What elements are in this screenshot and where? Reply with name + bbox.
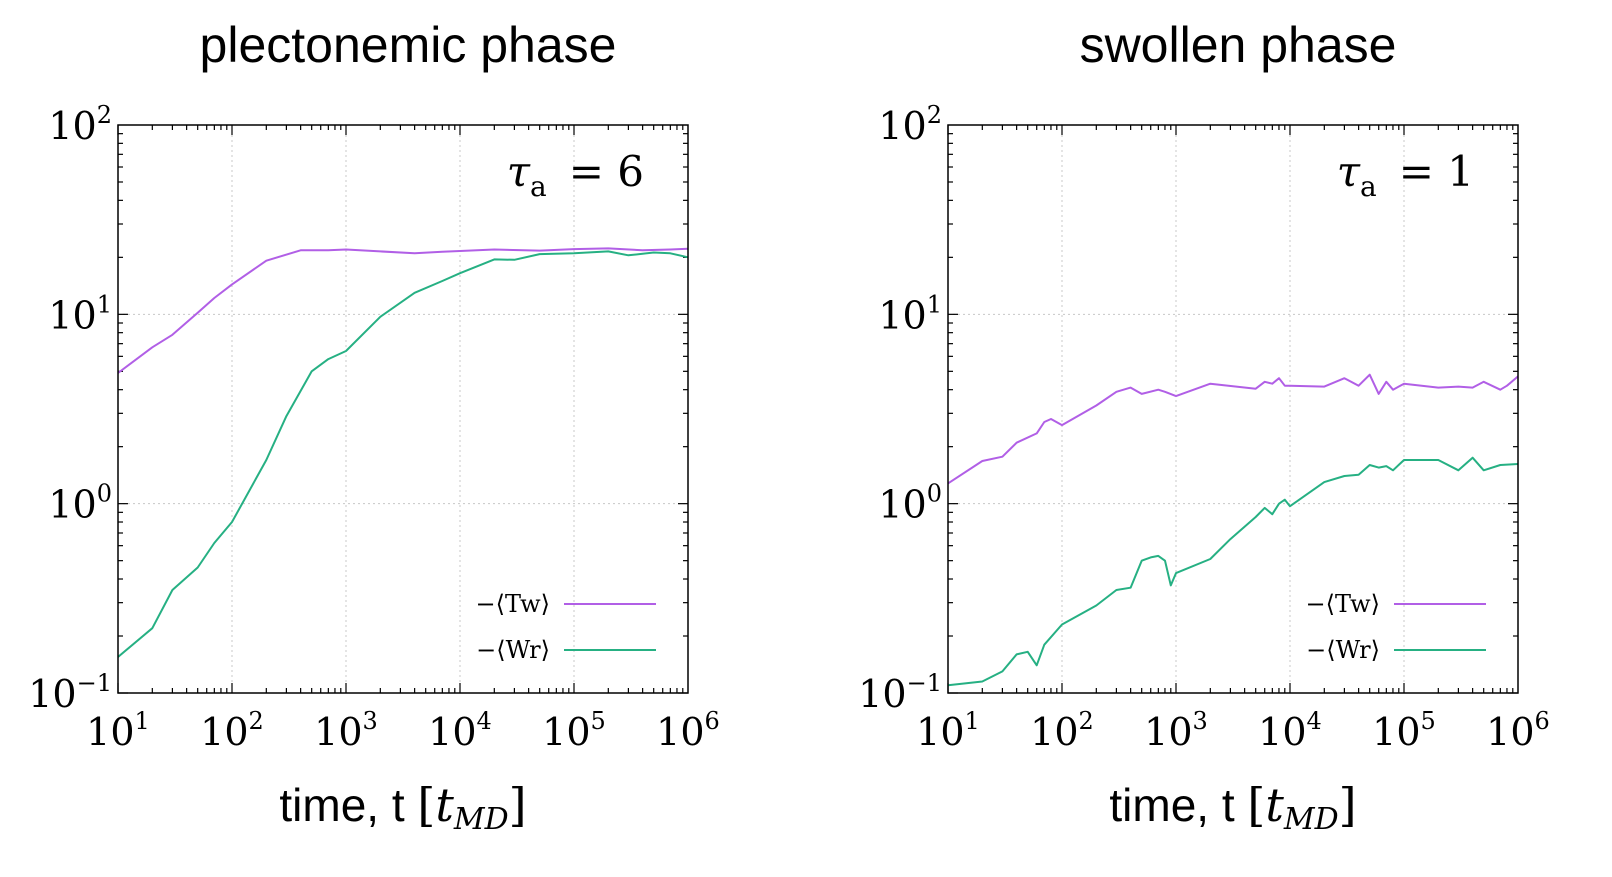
series-line-tw [117,247,689,374]
y-tick-label: 101 [878,290,942,337]
x-tick-label: 101 [86,707,150,754]
y-tick-label: 10−1 [28,669,112,716]
x-axis-label: time, t [tMD] [1109,778,1356,837]
x-tick-label: 106 [656,707,720,754]
tick-marks [947,125,1518,694]
y-tick-label: 10−1 [858,669,942,716]
x-tick-label: 105 [1372,707,1436,754]
x-tick-label: 102 [200,707,264,754]
plot-frame [117,124,689,694]
legend-label-wr: −⟨Wr⟩ [476,636,550,664]
series-line-wr [117,250,689,658]
chart-title: swollen phase [1080,17,1397,73]
tau-annotation: τa = 1 [1337,147,1474,203]
grid-lines [947,124,1519,694]
legend-label-tw: −⟨Tw⟩ [1305,590,1380,618]
series-line-tw [947,373,1519,485]
tau-annotation: τa = 6 [507,147,644,203]
x-tick-label: 102 [1030,707,1094,754]
x-tick-label: 103 [314,707,378,754]
legend: −⟨Tw⟩ −⟨Wr⟩ [475,590,656,664]
grid-lines [117,124,689,694]
legend-label-wr: −⟨Wr⟩ [1306,636,1380,664]
x-tick-label: 101 [916,707,980,754]
x-tick-label: 104 [428,707,492,754]
x-tick-label: 104 [1258,707,1322,754]
swollen-chart: swollen phase 101 102 103 104 105 106 10−1 100 10… [858,17,1550,837]
legend-label-tw: −⟨Tw⟩ [475,590,550,618]
y-tick-label: 101 [48,290,112,337]
x-tick-label: 106 [1486,707,1550,754]
x-tick-label: 103 [1144,707,1208,754]
x-tick-label: 105 [542,707,606,754]
series-line-wr [947,456,1519,687]
y-tick-label: 102 [48,101,112,148]
x-axis-label: time, t [tMD] [279,778,526,837]
legend: −⟨Tw⟩ −⟨Wr⟩ [1305,590,1486,664]
tick-marks [117,125,688,694]
y-tick-label: 100 [48,480,112,527]
y-tick-label: 100 [878,480,942,527]
y-tick-label: 102 [878,101,942,148]
plot-frame [947,124,1519,694]
chart-title: plectonemic phase [200,17,617,73]
